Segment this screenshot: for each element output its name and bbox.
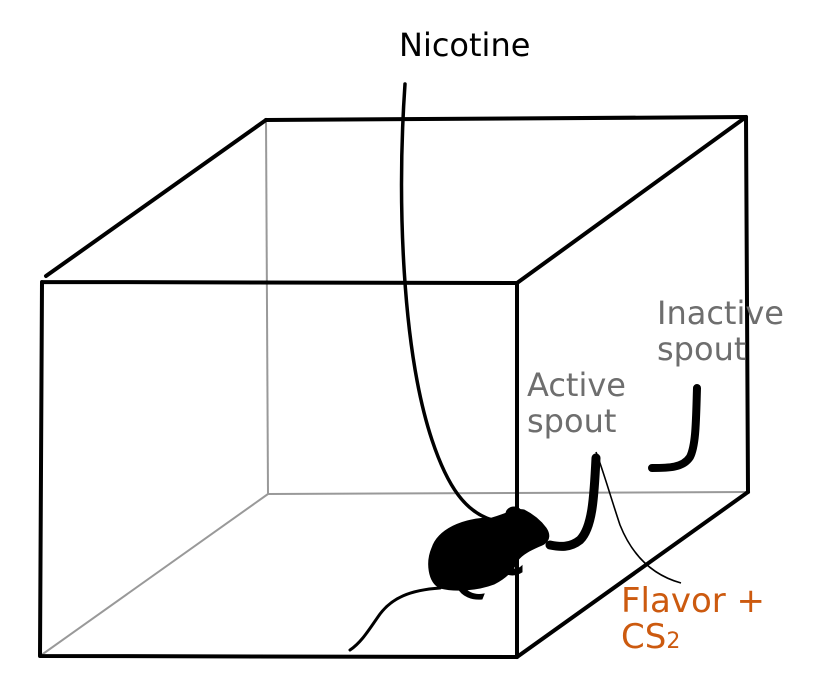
front-face xyxy=(38,280,519,659)
active-spout-label-line-1: Active xyxy=(527,366,626,404)
inactive-spout-label-line-1: Inactive xyxy=(657,294,784,332)
top-left-edge xyxy=(44,118,268,278)
rat-hind-leg xyxy=(457,583,485,600)
cage-hidden-edges xyxy=(39,119,749,657)
nicotine-tube xyxy=(399,82,494,522)
back-left-vertical-edge xyxy=(265,119,269,495)
top-back-edge xyxy=(264,115,748,122)
inactive-spout-label-line-2: spout xyxy=(657,329,747,368)
top-right-edge xyxy=(515,115,748,285)
flavor-label-line-2: CS2 xyxy=(621,616,765,657)
active-spout xyxy=(545,453,601,551)
floor-right-edge xyxy=(515,490,750,659)
back-bottom-edge xyxy=(267,491,749,495)
cs-subscript: 2 xyxy=(666,628,681,654)
flavor-cs-label: Flavor + CS2 xyxy=(621,581,766,657)
rat-tail xyxy=(348,586,442,652)
back-right-vertical-edge xyxy=(744,115,750,494)
rat-body xyxy=(428,509,550,591)
floor-diagonal-edge xyxy=(39,493,269,657)
flavor-label-line-1: Flavor + xyxy=(621,581,766,621)
cs-text: CS xyxy=(621,616,667,657)
rat-ear xyxy=(505,506,523,522)
cage-frame xyxy=(38,115,750,659)
rat-silhouette xyxy=(348,506,550,652)
rat-front-paws xyxy=(503,564,523,576)
nicotine-label: Nicotine xyxy=(399,26,531,64)
active-spout-label: Active spout xyxy=(527,366,626,440)
active-spout-label-line-2: spout xyxy=(527,401,617,440)
inactive-spout xyxy=(648,384,701,472)
flavor-leader-line xyxy=(595,451,682,584)
inactive-spout-label: Inactive spout xyxy=(657,294,784,368)
